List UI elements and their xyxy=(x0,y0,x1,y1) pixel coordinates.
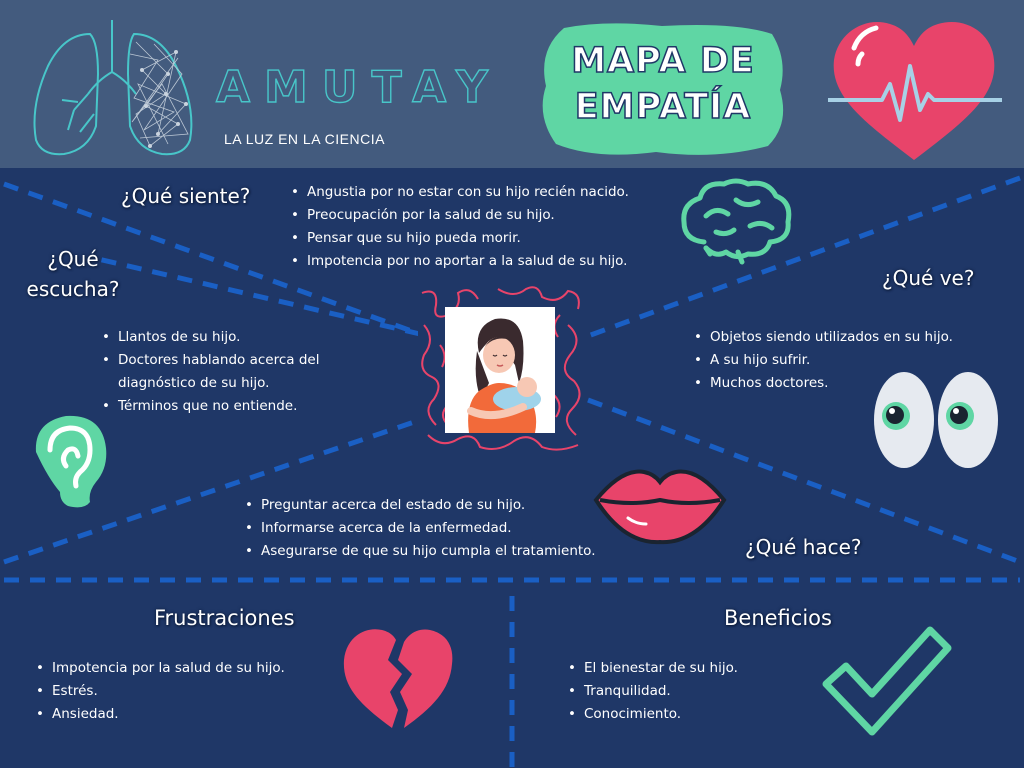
question-escucha-line-2: escucha? xyxy=(26,277,120,301)
section-title-beneficios: Beneficios xyxy=(724,606,832,630)
list-item: Impotencia por no aportar a la salud de … xyxy=(291,250,671,273)
question-ve: ¿Qué ve? xyxy=(882,266,975,290)
list-item: Impotencia por la salud de su hijo. xyxy=(36,657,336,680)
list-item: Conocimiento. xyxy=(568,703,828,726)
question-hace: ¿Qué hace? xyxy=(745,535,862,559)
list-item: Muchos doctores. xyxy=(694,372,994,395)
list-item: Informarse acerca de la enfermedad. xyxy=(245,517,635,540)
list-item: Términos que no entiende. xyxy=(102,395,352,418)
list-item: Doctores hablando acerca del diagnóstico… xyxy=(102,349,352,395)
brand-tagline: LA LUZ EN LA CIENCIA xyxy=(224,131,385,147)
list-item: Ansiedad. xyxy=(36,703,336,726)
list-item: Pensar que su hijo pueda morir. xyxy=(291,227,671,250)
list-item: Preocupación por la salud de su hijo. xyxy=(291,204,671,227)
ear-icon xyxy=(35,415,107,508)
list-frustraciones: Impotencia por la salud de su hijo. Estr… xyxy=(36,657,336,726)
question-siente: ¿Qué siente? xyxy=(121,184,251,208)
heartbeat-heart-icon xyxy=(828,21,1002,161)
list-hace: Preguntar acerca del estado de su hijo. … xyxy=(245,494,635,563)
eyes-icon xyxy=(874,372,998,468)
mother-holding-baby-icon xyxy=(467,318,541,433)
list-item: A su hijo sufrir. xyxy=(694,349,994,372)
section-title-frustraciones: Frustraciones xyxy=(154,606,295,630)
question-escucha: ¿Qué escucha? xyxy=(10,244,136,304)
list-item: Angustia por no estar con su hijo recién… xyxy=(291,181,671,204)
list-siente: Angustia por no estar con su hijo recién… xyxy=(291,181,671,273)
broken-heart-icon xyxy=(343,629,453,728)
brain-icon xyxy=(681,178,792,265)
list-item: El bienestar de su hijo. xyxy=(568,657,828,680)
list-item: Llantos de su hijo. xyxy=(102,326,352,349)
list-item: Estrés. xyxy=(36,680,336,703)
lungs-network-icon xyxy=(33,20,193,156)
center-card xyxy=(445,307,555,433)
checkmark-icon xyxy=(822,626,952,736)
list-beneficios: El bienestar de su hijo. Tranquilidad. C… xyxy=(568,657,828,726)
list-item: Objetos siendo utilizados en su hijo. xyxy=(694,326,994,349)
title-line-2: EMPATÍA xyxy=(574,86,752,128)
page-title: MAPA DE EMPATÍA xyxy=(568,38,758,130)
list-escucha: Llantos de su hijo. Doctores hablando ac… xyxy=(102,326,352,418)
list-item: Preguntar acerca del estado de su hijo. xyxy=(245,494,635,517)
question-escucha-line-1: ¿Qué xyxy=(47,247,99,271)
title-line-1: MAPA DE xyxy=(570,40,755,82)
list-ve: Objetos siendo utilizados en su hijo. A … xyxy=(694,326,994,395)
title-blob xyxy=(542,23,784,155)
brand-name: AMUTAY xyxy=(215,61,502,113)
list-item: Tranquilidad. xyxy=(568,680,828,703)
list-item: Asegurarse de que su hijo cumpla el trat… xyxy=(245,540,635,563)
